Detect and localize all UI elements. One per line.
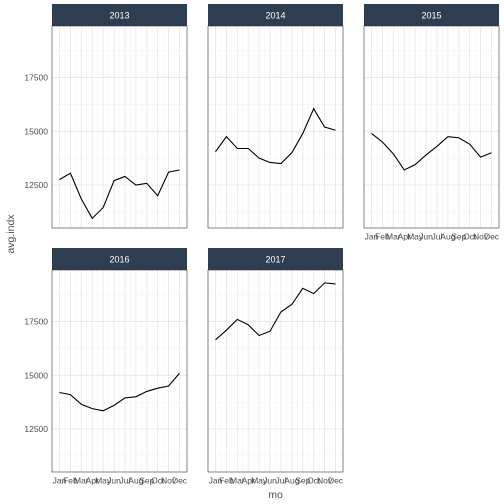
x-tick-label: Oct <box>151 476 165 486</box>
x-tick-label: Mar <box>386 232 401 242</box>
x-tick-label: Sep <box>451 232 466 242</box>
strip-label-2015: 2015 <box>421 11 441 21</box>
x-tick-label: Nov <box>161 476 177 486</box>
labels-layer: 125001500017500JanFebMarAprMayJunJulAugS… <box>24 73 499 486</box>
x-tick-label: May <box>251 476 268 486</box>
x-tick-label: Apr <box>242 476 255 486</box>
x-tick-label: Jun <box>107 476 121 486</box>
x-axis-title: mo <box>268 489 283 501</box>
x-tick-label: Jun <box>419 232 433 242</box>
x-tick-label: Feb <box>375 232 390 242</box>
x-tick-label: Dec <box>172 476 188 486</box>
y-tick-label: 17500 <box>24 73 48 83</box>
strip-2016 <box>52 248 187 270</box>
strip-2014 <box>208 4 343 26</box>
panels-layer: 2013 2014 2015 2016 2017 <box>51 4 500 473</box>
y-axis-title: avg.indx <box>5 214 17 254</box>
series-line-2014 <box>215 107 336 165</box>
y-tick-label: 15000 <box>24 126 48 136</box>
strip-2017 <box>208 248 343 270</box>
y-tick-label: 12500 <box>24 180 48 190</box>
y-tick-label: 12500 <box>24 424 48 434</box>
panel-border <box>51 269 188 473</box>
panel-border <box>51 25 188 229</box>
x-tick-label: Mar <box>230 476 245 486</box>
x-tick-label: Jan <box>209 476 223 486</box>
x-tick-label: Nov <box>317 476 333 486</box>
x-tick-label: Apr <box>398 232 411 242</box>
x-tick-label: Oct <box>463 232 477 242</box>
x-tick-label: Mar <box>74 476 89 486</box>
x-tick-label: Apr <box>86 476 99 486</box>
x-tick-label: Dec <box>484 232 500 242</box>
y-tick-label: 17500 <box>24 317 48 327</box>
panel-2014: 2014 <box>207 4 344 229</box>
strip-2013 <box>52 4 187 26</box>
series-line-2015 <box>371 133 492 171</box>
panel-2013: 2013 <box>51 4 188 229</box>
x-tick-label: May <box>407 232 424 242</box>
x-tick-label: Jan <box>365 232 379 242</box>
strip-label-2014: 2014 <box>265 11 285 21</box>
panel-2016: 2016 <box>51 248 188 473</box>
series-line-2013 <box>59 169 180 220</box>
x-tick-label: Jul <box>432 232 443 242</box>
x-tick-label: Jul <box>120 476 131 486</box>
series-line-2016 <box>59 372 180 412</box>
strip-2015 <box>364 4 499 26</box>
x-tick-label: Aug <box>284 476 299 486</box>
y-tick-label: 15000 <box>24 370 48 380</box>
x-tick-label: Jun <box>263 476 277 486</box>
series-line-2017 <box>215 282 336 341</box>
x-tick-label: Feb <box>219 476 234 486</box>
x-tick-label: Aug <box>440 232 455 242</box>
x-tick-label: Sep <box>139 476 154 486</box>
x-tick-label: Sep <box>295 476 310 486</box>
strip-label-2017: 2017 <box>265 255 285 265</box>
x-tick-label: Feb <box>63 476 78 486</box>
x-tick-label: Aug <box>128 476 143 486</box>
panel-border <box>207 25 344 229</box>
x-tick-label: Oct <box>307 476 321 486</box>
x-tick-label: Nov <box>473 232 489 242</box>
x-tick-label: Jul <box>276 476 287 486</box>
panel-border <box>363 25 500 229</box>
panel-2015: 2015 <box>363 4 500 229</box>
x-tick-label: May <box>95 476 112 486</box>
x-tick-label: Jan <box>53 476 67 486</box>
panel-2017: 2017 <box>207 248 344 473</box>
strip-label-2013: 2013 <box>109 11 129 21</box>
strip-label-2016: 2016 <box>109 255 129 265</box>
panel-border <box>207 269 344 473</box>
x-tick-label: Dec <box>328 476 344 486</box>
